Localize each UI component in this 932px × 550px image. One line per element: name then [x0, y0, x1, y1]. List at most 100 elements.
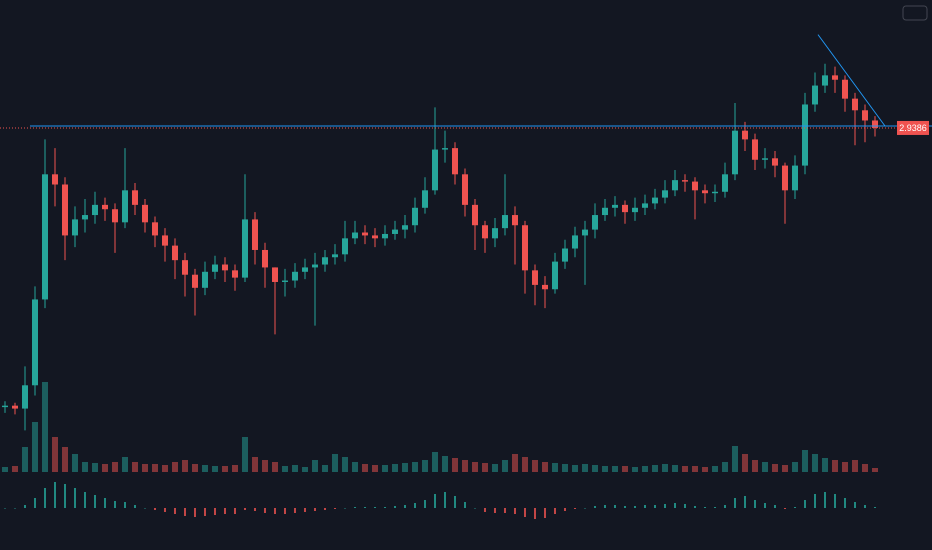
macd-bar [324, 508, 326, 510]
macd-bar [24, 505, 26, 508]
candle-body [762, 158, 768, 160]
candle-body [802, 104, 808, 166]
macd-bar [334, 508, 336, 509]
macd-bar [584, 508, 586, 509]
volume-bar [22, 447, 28, 472]
candle-body [602, 207, 608, 216]
candle-body [562, 248, 568, 262]
volume-bar [622, 466, 628, 472]
candle-body [212, 264, 218, 272]
macd-bar [114, 501, 116, 508]
volume-bar [742, 454, 748, 472]
candle-body [702, 190, 708, 194]
candle-body [172, 245, 178, 261]
candle-body [332, 254, 338, 258]
macd-bar [454, 496, 456, 508]
candle-body [262, 249, 268, 268]
volume-bar [322, 465, 328, 472]
volume-bar [232, 465, 238, 472]
macd-bar [554, 508, 556, 514]
volume-bar [72, 454, 78, 472]
candle-body [142, 204, 148, 223]
candle-body [572, 235, 578, 249]
volume-bar [432, 452, 438, 472]
candle-body [242, 219, 248, 278]
volume-bar [592, 465, 598, 472]
volume-bar [92, 463, 98, 472]
volume-bar [762, 462, 768, 472]
macd-bar [844, 498, 846, 508]
volume-bar [702, 467, 708, 472]
candle-body [122, 190, 128, 223]
candle-body [232, 270, 238, 278]
volume-bar [202, 465, 208, 472]
candle-body [722, 174, 728, 192]
macd-bar [774, 505, 776, 508]
macd-bar [214, 508, 216, 515]
volume-bar [482, 463, 488, 472]
volume-bar [172, 462, 178, 472]
macd-bar [734, 498, 736, 508]
macd-bar [124, 502, 126, 508]
macd-bar [374, 507, 376, 508]
candle-body [412, 207, 418, 226]
candle-body [282, 280, 288, 282]
macd-bar [384, 507, 386, 508]
macd-bar [634, 506, 636, 508]
candle-body [322, 257, 328, 265]
candle-body [472, 204, 478, 226]
settings-button[interactable] [902, 5, 928, 21]
candle-body [22, 385, 28, 409]
candle-body [192, 274, 198, 288]
volume-bar [712, 466, 718, 472]
volume-bar [282, 466, 288, 472]
volume-bar [672, 465, 678, 472]
macd-bar [244, 508, 246, 510]
macd-bar [234, 508, 236, 514]
macd-bar [144, 508, 146, 509]
macd-bar [354, 507, 356, 508]
volume-bar [682, 466, 688, 472]
volume-bar [252, 457, 258, 472]
macd-bar [274, 508, 276, 514]
macd-bar [444, 492, 446, 508]
volume-bar [302, 467, 308, 472]
macd-bar [654, 505, 656, 508]
macd-bar [464, 502, 466, 508]
candle-body [732, 130, 738, 175]
macd-bar [684, 504, 686, 508]
candle-body [452, 148, 458, 175]
volume-bar [442, 456, 448, 472]
volume-bar [792, 462, 798, 472]
macd-bar [304, 508, 306, 512]
macd-bar [664, 504, 666, 508]
candle-body [542, 284, 548, 290]
macd-bar [404, 505, 406, 508]
macd-bar [154, 508, 156, 510]
candle-body [532, 270, 538, 285]
macd-bar [44, 488, 46, 508]
volume-bar [422, 460, 428, 472]
candle-body [782, 165, 788, 191]
macd-bar [834, 494, 836, 508]
volume-bar [852, 460, 858, 472]
volume-bar [772, 464, 778, 472]
macd-bar [194, 508, 196, 517]
candle-body [872, 120, 878, 128]
volume-bar [112, 462, 118, 472]
volume-bar [242, 437, 248, 472]
macd-bar [614, 505, 616, 508]
macd-bar [674, 503, 676, 508]
candle-body [682, 180, 688, 182]
macd-bar [494, 508, 496, 513]
volume-bar [472, 462, 478, 472]
macd-bar [224, 508, 226, 514]
volume-bar [182, 460, 188, 472]
macd-bar [174, 508, 176, 514]
volume-bar [862, 464, 868, 472]
candle-body [132, 190, 138, 205]
candle-body [62, 184, 68, 236]
volume-bar [582, 464, 588, 472]
candle-body [442, 148, 448, 150]
macd-bar [744, 496, 746, 508]
